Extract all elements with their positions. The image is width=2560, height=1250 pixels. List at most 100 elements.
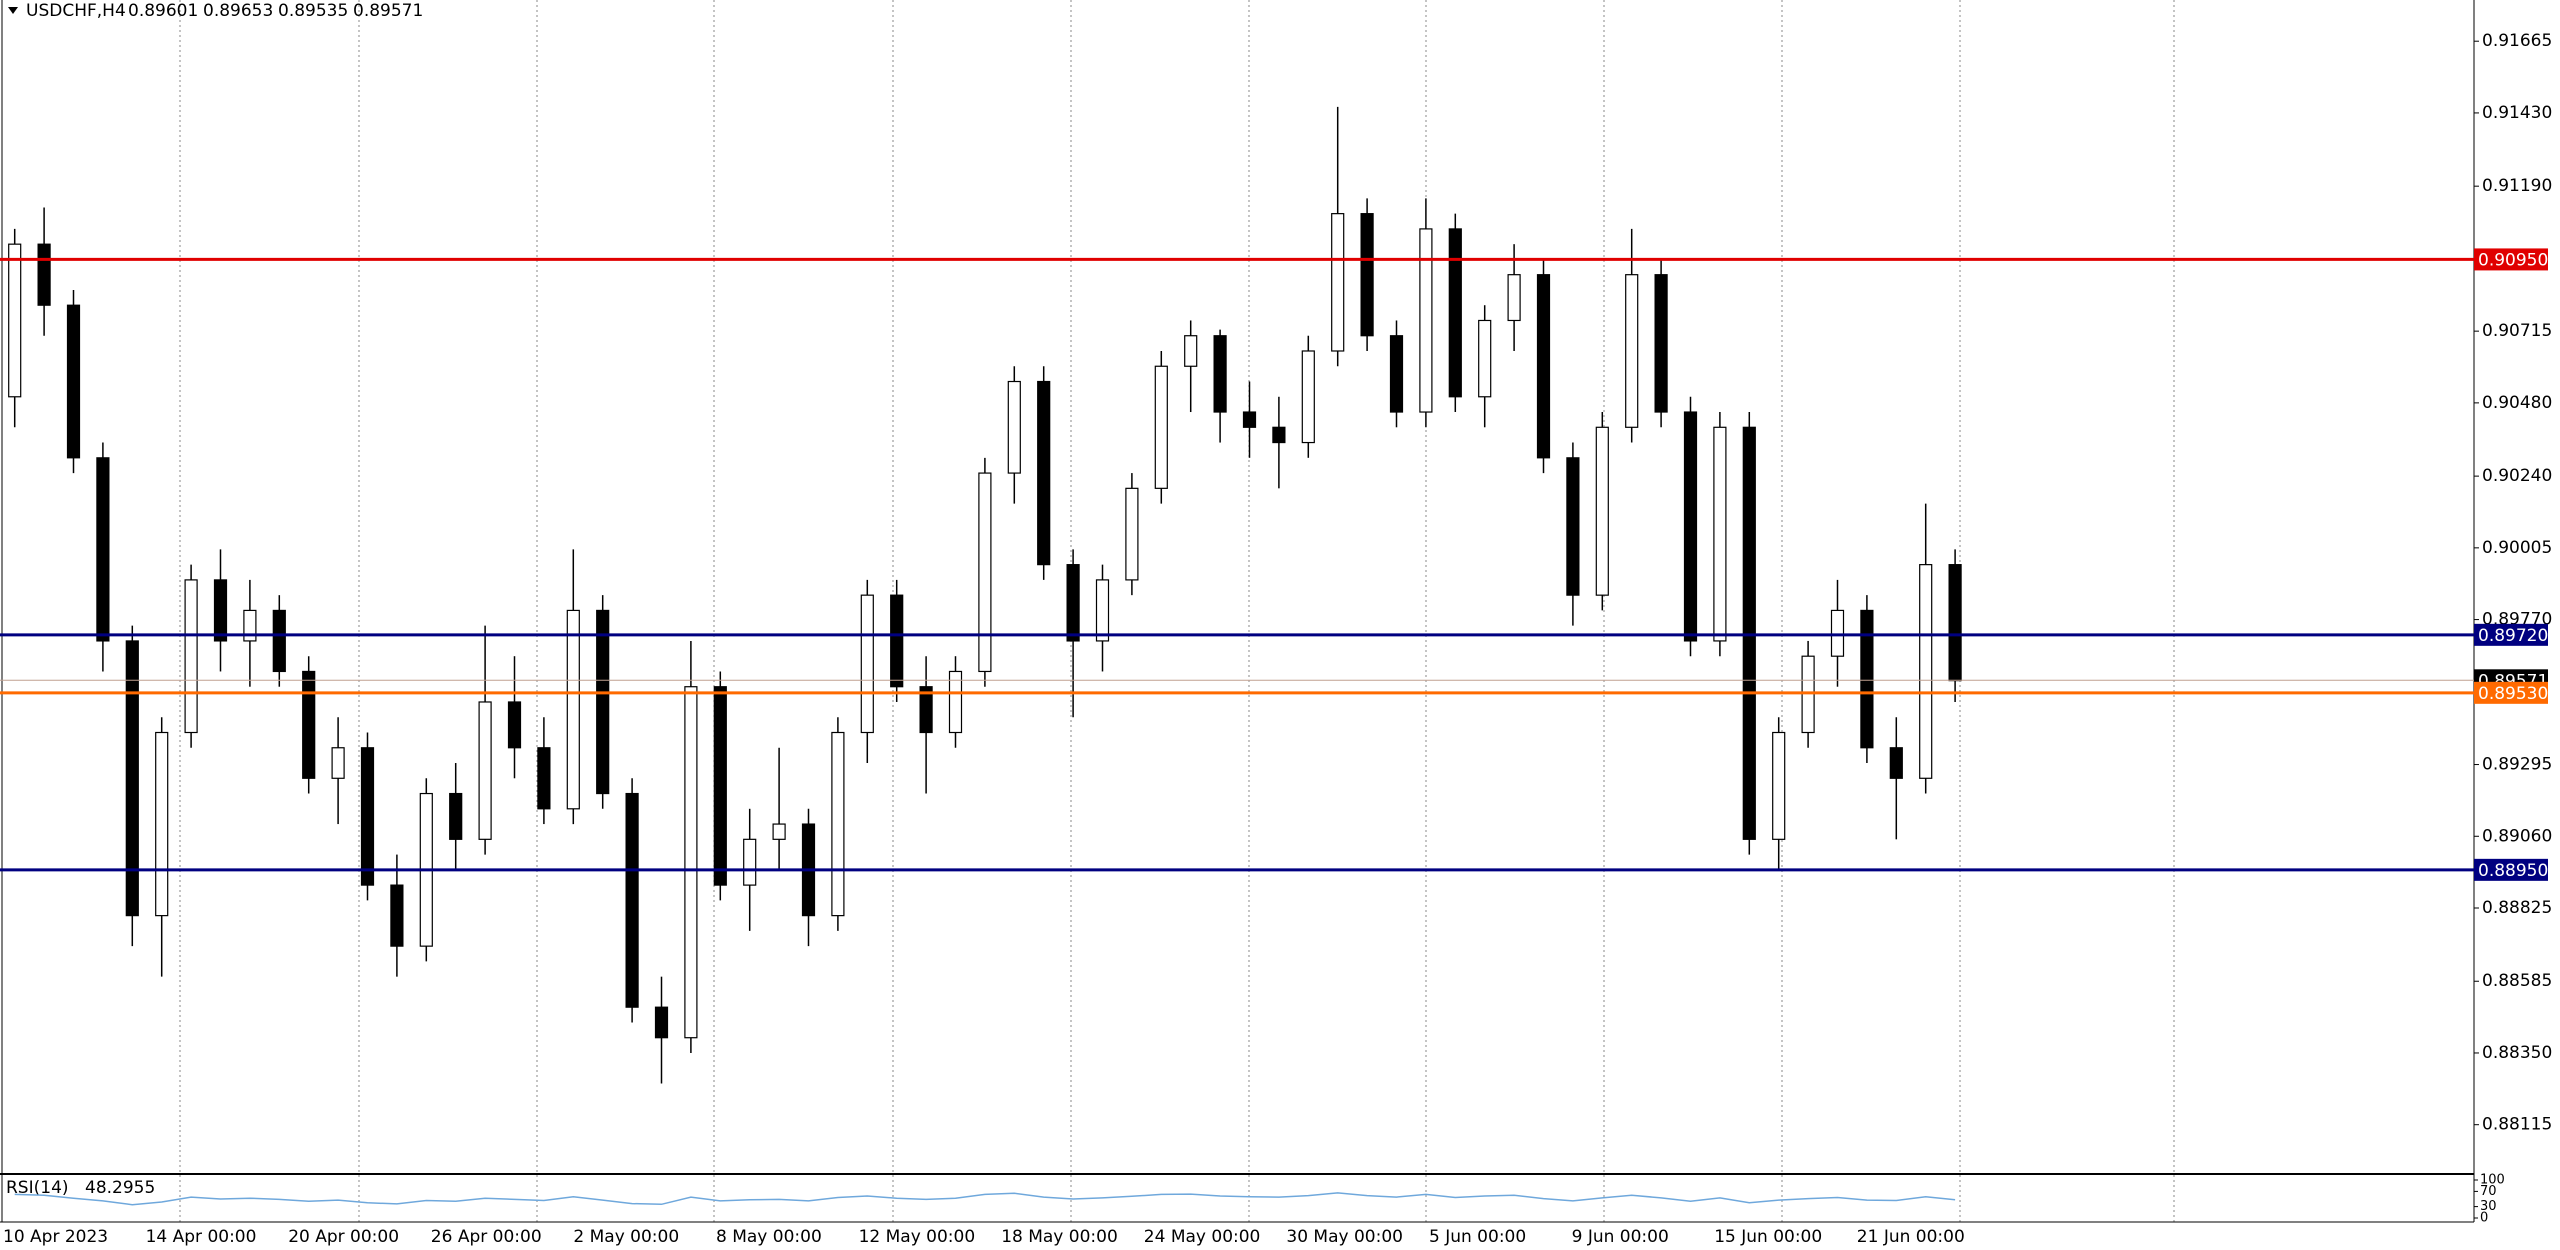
y-tick-label: 0.90240 [2482,466,2552,486]
candle-body [1213,335,1227,413]
candle-body [1919,564,1933,779]
candle-body [1478,319,1492,398]
candle-body [449,792,463,840]
level-label-box [2474,858,2548,881]
candle-body [537,747,551,810]
level-label-box [2474,681,2548,704]
candle-body [948,670,963,734]
y-tick-label: 0.91430 [2482,103,2552,123]
menu-triangle[interactable] [8,7,18,14]
candle-body [1507,274,1521,322]
level-label: 0.90950 [2478,250,2548,270]
candle-body [831,731,845,917]
candle-body [155,731,169,917]
candle-body [1595,426,1609,596]
x-tick-label: 30 May 00:00 [1286,1227,1403,1247]
candle-body [360,747,375,886]
rsi-tick-label: 100 [2480,1173,2505,1188]
candle-body [1566,457,1580,596]
x-tick-label: 20 Apr 00:00 [288,1227,399,1247]
rsi-tick-label: 0 [2480,1211,2488,1226]
candle-body [743,838,757,886]
candle-body [1125,487,1139,581]
candle-body [1066,564,1080,642]
x-tick-label: 2 May 00:00 [573,1227,679,1247]
candle-body [272,609,286,673]
x-tick-label: 12 May 00:00 [859,1227,976,1247]
x-tick-label: 26 Apr 00:00 [431,1227,542,1247]
level-label: 0.89530 [2478,684,2548,704]
candle-body [684,686,698,1039]
candle-body [390,884,404,947]
x-tick-label: 24 May 00:00 [1144,1227,1261,1247]
quote-value: 0.89571 [353,1,423,21]
y-tick-label: 0.88350 [2482,1043,2552,1063]
candle-body [713,686,727,886]
candle-body [184,579,198,734]
candle-body [1713,426,1727,642]
level-label-box [2474,248,2548,271]
candle-body [1037,380,1051,566]
candle-body [213,579,228,642]
candle-body [654,1006,669,1039]
x-tick-label: 14 Apr 00:00 [146,1227,257,1247]
candle-body [243,609,257,642]
candle-body [1742,426,1756,840]
candle-body [1360,213,1374,337]
rsi-tick-label: 30 [2480,1199,2497,1214]
candle-body [625,792,639,1008]
quote-value: 0.89601 [128,1,198,21]
rsi-line [14,1192,1956,1206]
candle-body [478,701,492,840]
y-tick-label: 0.91190 [2482,176,2552,196]
candle-body [1242,411,1257,428]
candle-body [1389,335,1404,413]
x-tick-label: 21 Jun 00:00 [1857,1227,1965,1247]
candle-body [125,640,139,917]
level-label: 0.88950 [2478,861,2548,881]
level-label-box [2474,623,2548,646]
y-tick-label: 0.91665 [2482,31,2552,51]
candle-body [66,304,81,459]
candle-body [1448,228,1462,398]
y-tick-label: 0.90005 [2482,538,2552,558]
y-tick-label: 0.90480 [2482,393,2552,413]
candle-body [1331,213,1345,352]
candle-body [1625,274,1639,428]
candle-body [1801,655,1815,734]
candle-body [860,594,874,734]
level-label: 0.89720 [2478,626,2548,646]
y-tick-label: 0.89295 [2482,755,2552,775]
candle-body [1095,579,1110,642]
y-tick-label: 0.89060 [2482,826,2552,846]
candle-body [1184,335,1198,367]
x-tick-label: 10 Apr 2023 [3,1227,108,1247]
candle-body [772,823,786,840]
x-tick-label: 8 May 00:00 [716,1227,822,1247]
candle-body [1154,365,1168,489]
candle-body [1536,274,1551,459]
x-tick-label: 15 Jun 00:00 [1714,1227,1822,1247]
candle-body [331,747,345,779]
candle-body [1654,274,1668,413]
candle-body [1889,747,1903,779]
y-tick-label: 0.88825 [2482,898,2552,918]
quote-value: 0.89653 [203,1,273,21]
candle-body [1301,350,1315,444]
quote-value: 0.89535 [278,1,348,21]
candle-body [37,243,51,306]
candle-body [1860,609,1874,749]
candle-body [596,609,610,795]
candle-body [1772,731,1786,840]
rsi-last: 48.2955 [85,1178,155,1198]
candle-body [1007,380,1021,474]
candle-body [919,686,933,734]
x-tick-label: 18 May 00:00 [1001,1227,1118,1247]
candle-body [1830,609,1845,657]
candle-body [8,243,22,398]
y-tick-label: 0.90715 [2482,321,2552,341]
candle-body [1419,228,1433,413]
y-tick-label: 0.88115 [2482,1115,2552,1135]
